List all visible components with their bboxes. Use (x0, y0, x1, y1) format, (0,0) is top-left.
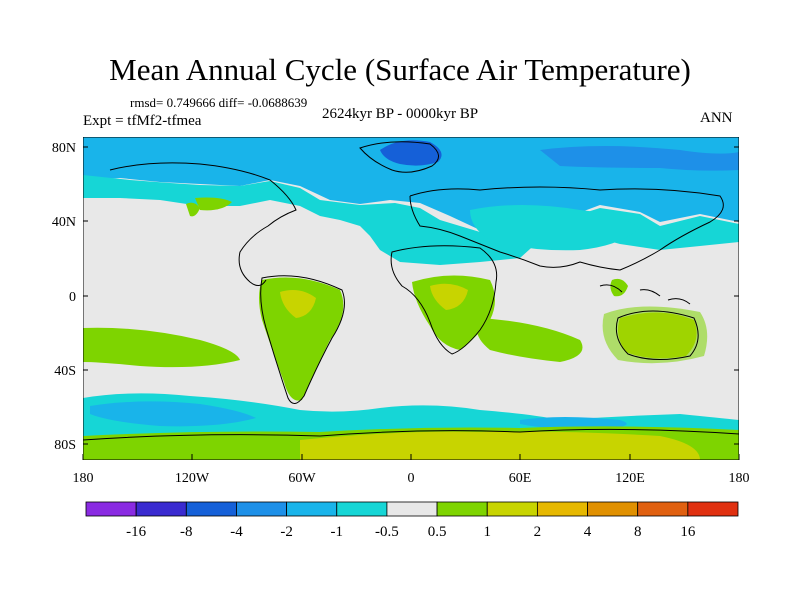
north-america-coast (109, 162, 297, 286)
colorbar-label: -2 (280, 524, 293, 540)
antarctica-coast (83, 428, 739, 441)
colorbar-label: -16 (126, 524, 146, 540)
southern-ocean-blue (90, 401, 256, 427)
colorbar-label: 0.5 (428, 524, 447, 540)
south-america-warm (259, 277, 344, 401)
lat-label-80s: 80S (54, 438, 76, 453)
india-warm-patch (610, 278, 628, 297)
coastlines (83, 141, 739, 441)
south-america-yellow (280, 290, 316, 318)
colorbar-label: 16 (680, 524, 696, 540)
lon-label-60e: 60E (509, 471, 532, 486)
colorbar (85, 501, 739, 517)
colorbar-swatch (536, 501, 588, 517)
colorbar-label: -4 (230, 524, 243, 540)
lat-label-40n: 40N (52, 215, 76, 230)
colorbar-swatch (286, 501, 338, 517)
colorbar-swatch (687, 501, 739, 517)
lat-tick-marks (83, 146, 739, 445)
experiment-text: Expt = tfMf2-tfmea (83, 113, 202, 129)
colorbar-swatch (135, 501, 187, 517)
colorbar-label: 1 (483, 524, 491, 540)
lon-label-180e: 180 (729, 471, 750, 486)
siberia-cool-patch (540, 146, 739, 171)
australia-coast (615, 310, 699, 360)
southeast-asia-islands (599, 284, 691, 305)
asia-teal-patch (470, 205, 640, 251)
colorbar-label: 8 (634, 524, 642, 540)
colorbar-swatch (486, 501, 538, 517)
season-text: ANN (700, 110, 733, 126)
arctic-teal-region (83, 175, 739, 265)
colorbar-swatch (236, 501, 288, 517)
colorbar-label: -1 (331, 524, 344, 540)
colorbar-swatch (185, 501, 237, 517)
colorbar-swatch (386, 501, 438, 517)
africa-coast (390, 245, 498, 355)
lat-label-40s: 40S (54, 364, 76, 379)
colorbar-label: -0.5 (375, 524, 399, 540)
lon-label-120w: 120W (175, 471, 210, 486)
colorbar-labels: -16 -8 -4 -2 -1 -0.5 0.5 1 2 4 8 16 (126, 524, 696, 540)
colorbar-swatch (637, 501, 689, 517)
greenland-strong-cool (380, 140, 442, 166)
lon-label-120e: 120E (615, 471, 645, 486)
south-america-coast (260, 275, 345, 404)
lon-label-60w: 60W (288, 471, 316, 486)
lon-label-0: 0 (408, 471, 415, 486)
australia-green (602, 306, 708, 364)
antarctica-yellow (300, 431, 700, 460)
lon-tick-marks (82, 454, 740, 460)
lat-label-80n: 80N (52, 141, 76, 156)
colorbar-label: 4 (584, 524, 592, 540)
eurasia-coast (409, 186, 724, 271)
indian-ocean-warm (476, 318, 583, 362)
lat-labels: 80N 40N 0 40S 80S (52, 141, 76, 453)
africa-yellow (430, 283, 468, 310)
lon-label-180w: 180 (73, 471, 94, 486)
map-panel (83, 137, 739, 460)
atlantic-green-patch (195, 197, 232, 211)
lat-label-0: 0 (69, 290, 76, 305)
colorbar-swatch (336, 501, 388, 517)
period-text: 2624kyr BP - 0000kyr BP (321, 106, 479, 122)
greenland-coast (359, 141, 439, 173)
plot-title: Mean Annual Cycle (Surface Air Temperatu… (109, 52, 691, 87)
colorbar-label: 2 (534, 524, 542, 540)
colorbar-swatch (587, 501, 639, 517)
namerica-green-patch (186, 202, 200, 217)
south-pacific-warm (83, 327, 240, 368)
colorbar-swatch (436, 501, 488, 517)
lon-labels: 180 120W 60W 0 60E 120E 180 (73, 471, 750, 486)
colorbar-swatch (85, 501, 137, 517)
stats-text: rmsd= 0.749666 diff= -0.0688639 (130, 95, 308, 110)
colorbar-label: -8 (180, 524, 193, 540)
